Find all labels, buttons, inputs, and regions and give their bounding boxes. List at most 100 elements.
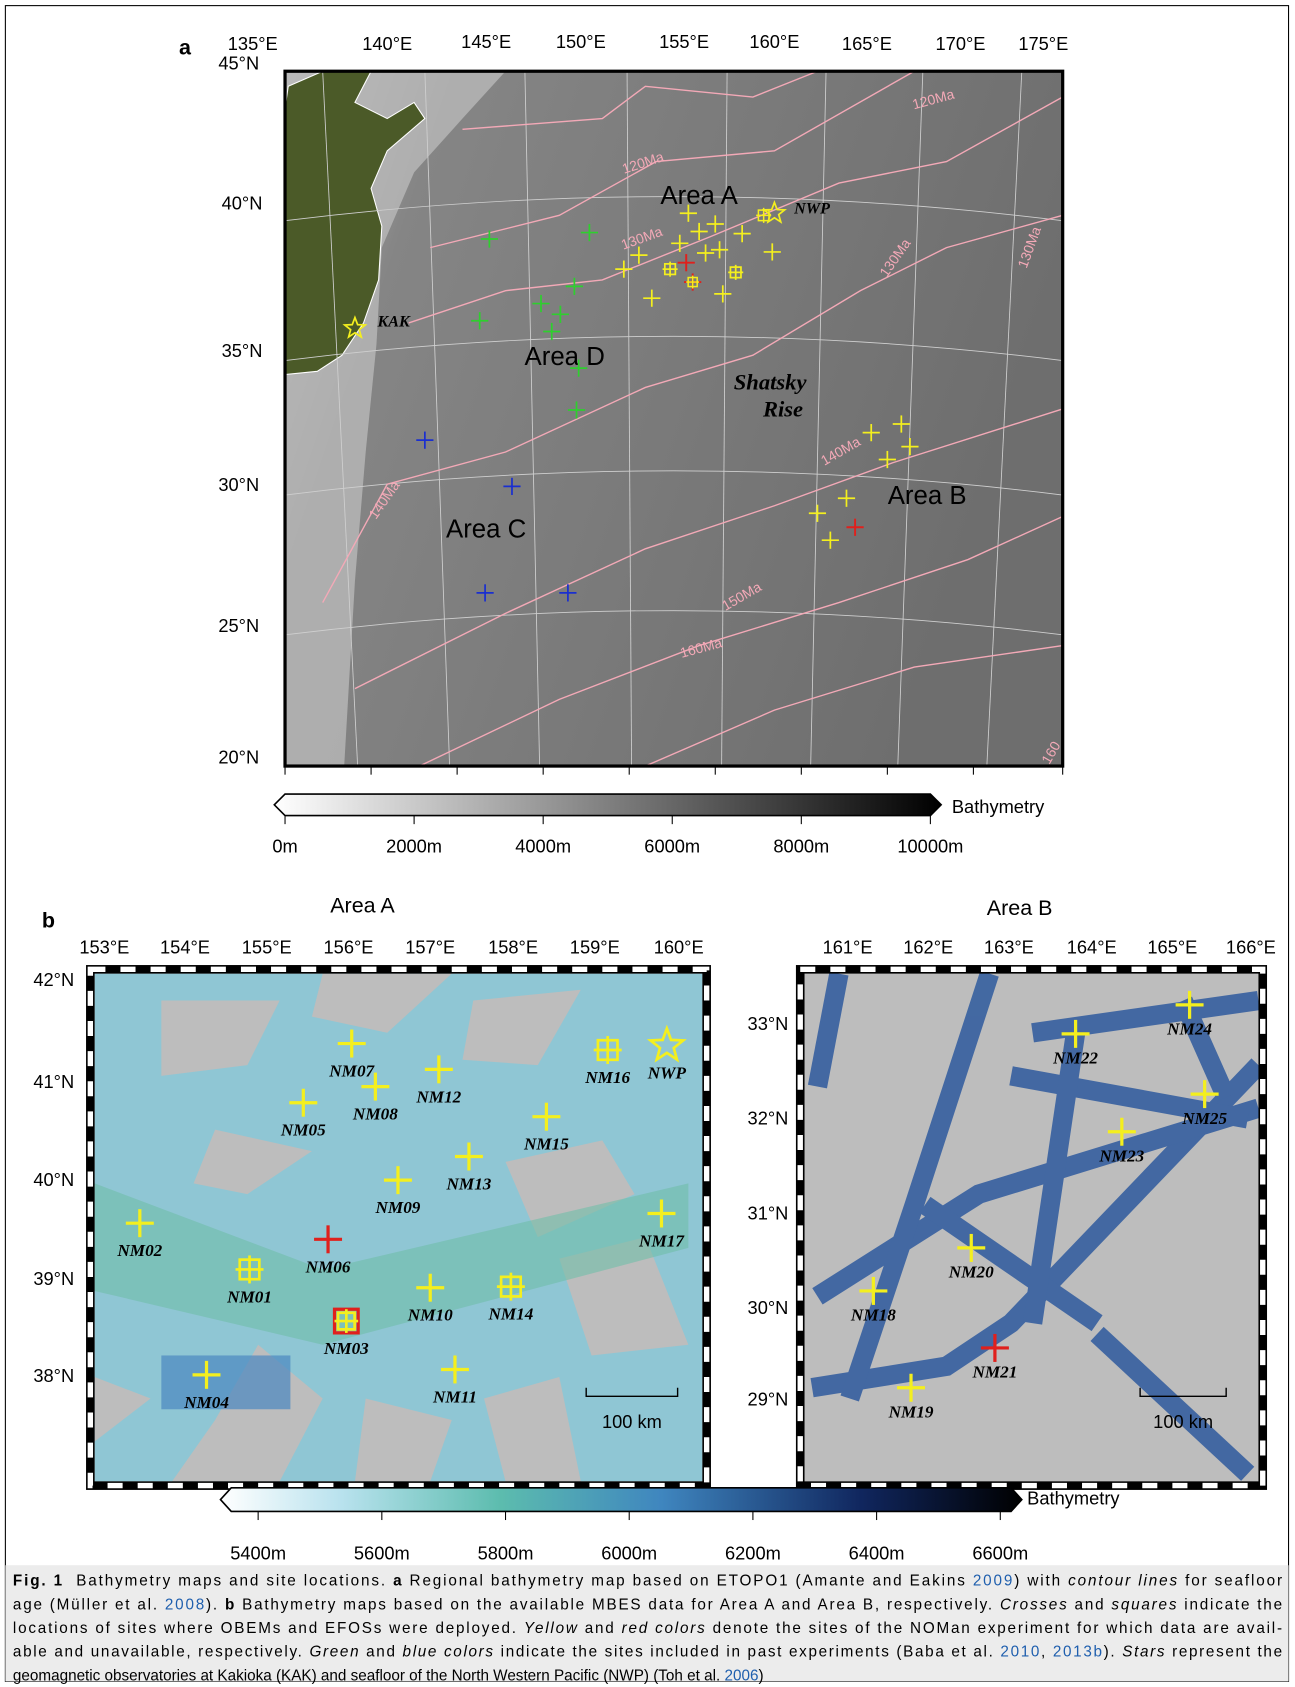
map-b-area-b — [805, 974, 1259, 1482]
lon-label: 155°E — [242, 937, 292, 958]
colorbar-tick-label: 8000m — [773, 836, 829, 857]
feature-label: Shatsky — [734, 369, 808, 394]
lon-label: 159°E — [570, 937, 620, 958]
feature-label: Rise — [762, 396, 803, 421]
lon-label: 155°E — [659, 31, 709, 52]
lat-label: 20°N — [218, 746, 259, 767]
site-square — [594, 1036, 622, 1064]
lon-label: 165°E — [1147, 937, 1197, 958]
lon-label: 135°E — [228, 33, 278, 54]
lat-label: 42°N — [33, 969, 74, 990]
scale-label: 100 km — [1153, 1411, 1213, 1432]
lon-label: 170°E — [936, 33, 986, 54]
lon-label: 156°E — [324, 937, 374, 958]
site-square — [728, 265, 743, 280]
lon-label: 165°E — [842, 33, 892, 54]
panel-label: b — [42, 909, 55, 933]
colorbar-tick-label: 6600m — [972, 1542, 1028, 1563]
colorbar-tick-label: 5400m — [230, 1542, 286, 1563]
site-square — [686, 276, 699, 289]
lon-label: 153°E — [79, 937, 129, 958]
site-label: NM08 — [352, 1105, 398, 1124]
site-label: NM23 — [1098, 1147, 1144, 1166]
colorbar-tick-label: 5600m — [354, 1542, 410, 1563]
site-label: NM05 — [280, 1121, 326, 1140]
lon-label: 164°E — [1067, 937, 1117, 958]
station-label: KAK — [377, 314, 412, 331]
lon-label: 162°E — [903, 937, 953, 958]
site-square — [497, 1273, 525, 1301]
lon-label: 150°E — [556, 31, 606, 52]
lon-label: 161°E — [823, 937, 873, 958]
lon-label: 160°E — [654, 937, 704, 958]
colorbar-a — [274, 794, 941, 816]
area-label: Area C — [446, 515, 526, 543]
lon-label: 166°E — [1226, 937, 1276, 958]
area-label: Area B — [888, 482, 967, 510]
site-label: NM07 — [328, 1062, 375, 1081]
lat-label: 35°N — [222, 340, 263, 361]
colorbar-tick-label: 6000m — [601, 1542, 657, 1563]
site-square — [236, 1255, 264, 1283]
lon-label: 154°E — [160, 937, 210, 958]
colorbar-tick-label: 6400m — [849, 1542, 905, 1563]
lat-label: 31°N — [748, 1202, 789, 1223]
site-label: NM03 — [323, 1339, 369, 1358]
station-label: NWP — [793, 201, 830, 218]
lat-label: 39°N — [33, 1268, 74, 1289]
colorbar-tick-label: 2000m — [386, 836, 442, 857]
site-square — [663, 262, 678, 277]
lat-label: 40°N — [33, 1169, 74, 1190]
site-label: NM21 — [971, 1363, 1017, 1382]
site-label: NM15 — [523, 1135, 569, 1154]
caption-line: geomagnetic observatories at Kakioka (KA… — [13, 1667, 764, 1684]
colorbar-tick-label: 6200m — [725, 1542, 781, 1563]
lon-label: 160°E — [749, 31, 799, 52]
site-label: NM04 — [183, 1393, 229, 1412]
site-label: NM14 — [487, 1305, 533, 1324]
lon-label: 175°E — [1018, 33, 1068, 54]
lat-label: 30°N — [748, 1297, 789, 1318]
colorbar-tick-label: 6000m — [644, 836, 700, 857]
site-label: NM10 — [407, 1306, 453, 1325]
figure: Fig. 1 Bathymetry maps and site location… — [0, 0, 1295, 1687]
lat-label: 41°N — [33, 1071, 74, 1092]
site-label: NM18 — [850, 1306, 896, 1325]
colorbar-label: Bathymetry — [1027, 1487, 1120, 1508]
lon-label: 158°E — [488, 937, 538, 958]
lat-label: 25°N — [218, 615, 259, 636]
lon-label: 145°E — [461, 31, 511, 52]
site-label: NM09 — [375, 1198, 421, 1217]
site-label: NM13 — [446, 1174, 492, 1193]
lon-label: 140°E — [362, 33, 412, 54]
site-label: NM20 — [948, 1263, 994, 1282]
lat-label: 29°N — [748, 1388, 789, 1409]
panel-label: a — [179, 35, 192, 59]
page: {"panel_a":{"label":"a", "lon_labels":["… — [0, 0, 1295, 1687]
site-square — [335, 1309, 359, 1333]
site-label: NM19 — [888, 1403, 934, 1422]
area-label: Area A — [660, 182, 738, 210]
site-label: NM25 — [1181, 1109, 1227, 1128]
site-label: NM22 — [1052, 1049, 1098, 1068]
caption-line: age (Müller et al. 2008). b Bathymetry m… — [13, 1596, 1282, 1613]
lon-label: 157°E — [405, 937, 455, 958]
map-title: Area A — [330, 894, 395, 918]
site-label: NM17 — [638, 1231, 685, 1250]
site-label: NM01 — [226, 1287, 272, 1306]
colorbar-tick-label: 10000m — [897, 836, 963, 857]
colorbar-label: Bathymetry — [952, 796, 1045, 817]
lon-label: 163°E — [984, 937, 1034, 958]
site-label: NM11 — [432, 1387, 477, 1406]
lat-label: 45°N — [218, 53, 259, 74]
caption-line: Fig. 1 Bathymetry maps and site location… — [13, 1573, 1282, 1590]
scale-label: 100 km — [602, 1411, 662, 1432]
site-label: NM12 — [415, 1087, 461, 1106]
map-title: Area B — [987, 896, 1053, 920]
lat-label: 32°N — [748, 1108, 789, 1129]
colorbar-tick-label: 4000m — [515, 836, 571, 857]
area-label: Area D — [525, 343, 605, 371]
site-label: NM02 — [116, 1241, 162, 1260]
lat-label: 40°N — [222, 192, 263, 213]
site-label: NM06 — [305, 1257, 351, 1276]
